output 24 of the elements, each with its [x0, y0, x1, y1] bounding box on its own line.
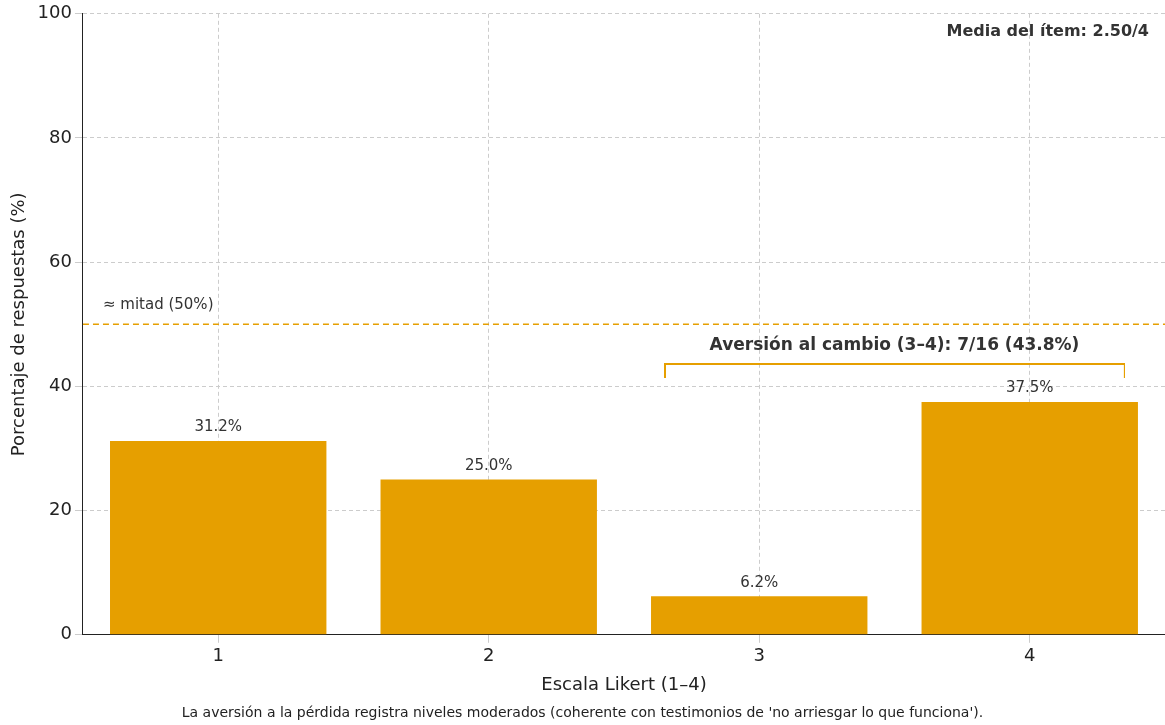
y-tick-label: 80	[49, 125, 72, 147]
y-tick-label: 20	[49, 498, 72, 520]
ref-line-label: ≈ mitad (50%)	[102, 294, 214, 313]
bar	[651, 596, 868, 635]
data-label: 37.5%	[1005, 378, 1054, 397]
annotation: Aversión al cambio (3–4): 7/16 (43.8%)	[709, 333, 1080, 354]
bar	[921, 401, 1138, 635]
x-tick-label: 4	[1024, 644, 1036, 666]
data-label: 25.0%	[464, 455, 513, 474]
bar	[110, 441, 327, 635]
x-tick-label: 1	[212, 644, 224, 666]
x-tick-label: 3	[753, 644, 765, 666]
text: La aversión a la pérdida registra niveles moderados (coherente con testimonios de 'no arriesgar lo que funciona').	[180, 704, 985, 720]
x-tick-label: 2	[483, 644, 495, 666]
annotation: Media del ítem: 2.50/4	[946, 20, 1149, 40]
y-tick-label: 60	[49, 249, 72, 271]
y-tick-label: 0	[60, 622, 72, 644]
y-axis-title: Porcentaje de respuestas (%)	[7, 192, 29, 457]
x-axis-title: Escala Likert (1–4)	[541, 672, 707, 694]
bar	[380, 479, 597, 635]
y-tick-label: 40	[49, 374, 72, 396]
data-label: 31.2%	[194, 417, 243, 436]
data-label: 6.2%	[740, 572, 779, 591]
y-tick-label: 100	[37, 1, 72, 23]
